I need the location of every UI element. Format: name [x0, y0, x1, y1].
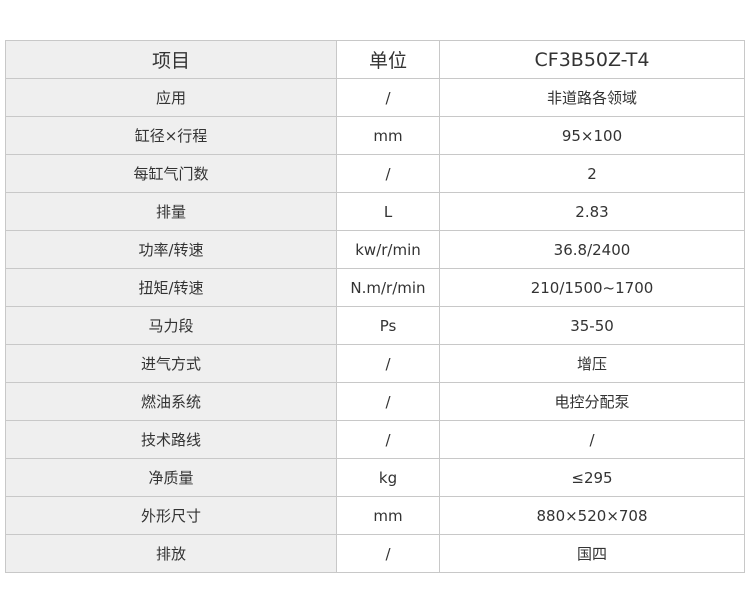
unit-cell: / — [336, 78, 440, 117]
item-cell: 排量 — [5, 192, 337, 231]
item-cell: 净质量 — [5, 458, 337, 497]
table-row: 技术路线 / / — [5, 420, 745, 459]
item-cell: 外形尺寸 — [5, 496, 337, 535]
item-cell: 技术路线 — [5, 420, 337, 459]
table-row: 燃油系统 / 电控分配泵 — [5, 382, 745, 421]
unit-cell: / — [336, 420, 440, 459]
unit-cell: L — [336, 192, 440, 231]
item-cell: 排放 — [5, 534, 337, 573]
table-row: 应用 / 非道路各领域 — [5, 78, 745, 117]
unit-cell: N.m/r/min — [336, 268, 440, 307]
item-cell: 缸径×行程 — [5, 116, 337, 155]
table-row: 外形尺寸 mm 880×520×708 — [5, 496, 745, 535]
item-cell: 马力段 — [5, 306, 337, 345]
item-cell: 每缸气门数 — [5, 154, 337, 193]
item-cell: 扭矩/转速 — [5, 268, 337, 307]
unit-cell: 单位 — [336, 40, 440, 79]
value-cell: 2.83 — [439, 192, 745, 231]
value-cell: 2 — [439, 154, 745, 193]
unit-cell: kw/r/min — [336, 230, 440, 269]
item-cell: 应用 — [5, 78, 337, 117]
value-cell: 36.8/2400 — [439, 230, 745, 269]
table-row: 每缸气门数/2 — [5, 154, 745, 193]
unit-cell: / — [336, 534, 440, 573]
value-cell: 增压 — [439, 344, 745, 383]
value-cell: 210/1500~1700 — [439, 268, 745, 307]
unit-cell: kg — [336, 458, 440, 497]
table-header-row: 项目 单位 CF3B50Z-T4 — [5, 40, 745, 79]
unit-cell: / — [336, 344, 440, 383]
table-row: 功率/转速 kw/r/min 36.8/2400 — [5, 230, 745, 269]
table-row: 进气方式 / 增压 — [5, 344, 745, 383]
table-row: 扭矩/转速 N.m/r/min 210/1500~1700 — [5, 268, 745, 307]
value-cell: 95×100 — [439, 116, 745, 155]
table-row: 净质量 kg ≤295 — [5, 458, 745, 497]
value-cell: 35-50 — [439, 306, 745, 345]
table-row: 缸径×行程 mm 95×100 — [5, 116, 745, 155]
value-cell: 电控分配泵 — [439, 382, 745, 421]
item-cell: 燃油系统 — [5, 382, 337, 421]
spec-table: 项目 单位 CF3B50Z-T4 应用 / 非道路各领域 缸径×行程 mm 95×100 每缸气门… — [5, 40, 745, 573]
unit-cell: / — [336, 382, 440, 421]
table-row: 排量 L 2.83 — [5, 192, 745, 231]
value-cell: 880×520×708 — [439, 496, 745, 535]
unit-cell: / — [336, 154, 440, 193]
value-cell: ≤295 — [439, 458, 745, 497]
value-cell: 非道路各领域 — [439, 78, 745, 117]
unit-cell: Ps — [336, 306, 440, 345]
item-cell: 进气方式 — [5, 344, 337, 383]
unit-cell: mm — [336, 496, 440, 535]
value-cell: CF3B50Z-T4 — [439, 40, 745, 79]
table-row: 排放 / 国四 — [5, 534, 745, 573]
value-cell: / — [439, 420, 745, 459]
table-row: 马力段 Ps 35-50 — [5, 306, 745, 345]
item-cell: 项目 — [5, 40, 337, 79]
item-cell: 功率/转速 — [5, 230, 337, 269]
value-cell: 国四 — [439, 534, 745, 573]
unit-cell: mm — [336, 116, 440, 155]
